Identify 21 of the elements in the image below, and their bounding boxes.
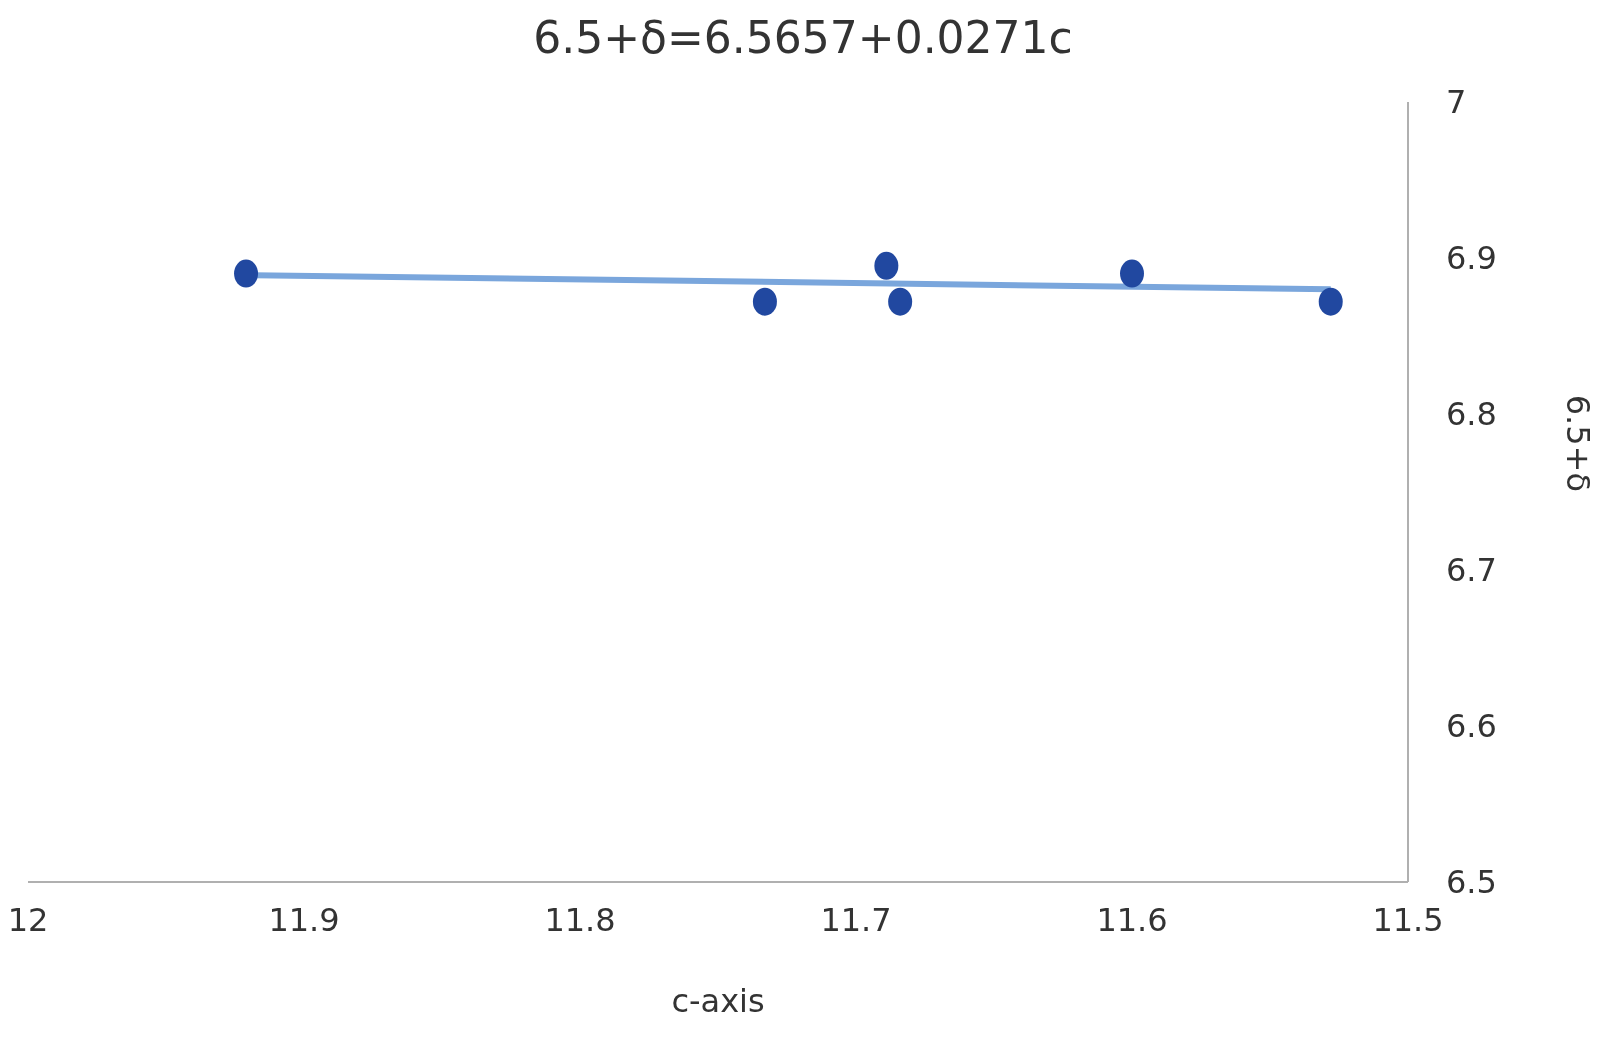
y-tick-label: 7 <box>1446 83 1467 122</box>
point <box>874 251 899 280</box>
point <box>1318 287 1343 316</box>
y-tick-label: 6.5 <box>1446 863 1497 902</box>
x-tick-label: 11.6 <box>1096 900 1168 939</box>
chart-title: 6.5+δ=6.5657+0.0271c <box>532 11 1074 65</box>
y-tick-label: 6.8 <box>1446 395 1497 434</box>
y-tick-label: 6.9 <box>1446 239 1497 278</box>
x-tick-label: 12 <box>7 900 49 939</box>
y-tick-label: 6.6 <box>1446 707 1497 746</box>
x-tick-label: 11.5 <box>1372 900 1444 939</box>
point <box>752 287 777 316</box>
x-tick-label: 11.7 <box>820 900 892 939</box>
x-axis-title: c-axis <box>671 982 765 1020</box>
y-tick-label: 6.7 <box>1446 551 1497 590</box>
point <box>888 287 913 316</box>
y-axis-title: 6.5+δ <box>1558 394 1597 492</box>
x-tick-label: 11.9 <box>268 900 340 939</box>
x-tick-label: 11.8 <box>544 900 616 939</box>
point <box>234 259 259 288</box>
point <box>1120 259 1144 288</box>
